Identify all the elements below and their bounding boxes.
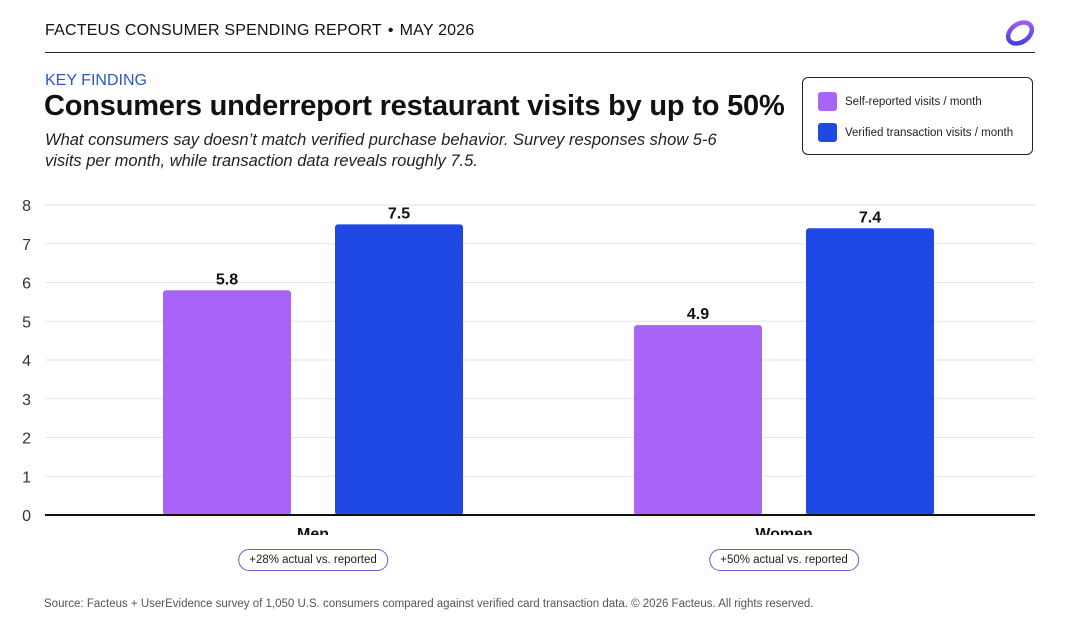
y-tick-label: 3 [22, 392, 31, 409]
y-tick-label: 7 [22, 237, 31, 254]
bar [806, 228, 934, 515]
y-tick-label: 2 [22, 431, 31, 448]
chart-subtitle: What consumers say doesn’t match verifie… [45, 131, 717, 170]
chart-title: Consumers underreport restaurant visits … [44, 90, 785, 122]
legend-swatch-verified [818, 123, 837, 142]
legend-label-self-reported: Self-reported visits / month [845, 95, 982, 108]
y-tick-label: 5 [22, 314, 31, 331]
data-label: 7.5 [388, 205, 410, 222]
legend-item-verified: Verified transaction visits / month [818, 123, 1013, 142]
y-tick-label: 8 [22, 198, 31, 215]
chart-legend: Self-reported visits / month Verified tr… [802, 77, 1033, 155]
source-note: Source: Facteus + UserEvidence survey of… [44, 598, 814, 610]
bar [163, 290, 291, 515]
legend-swatch-self-reported [818, 92, 837, 111]
separator-dot: • [387, 22, 394, 39]
bar [634, 325, 762, 515]
x-category-label: Women [755, 526, 812, 535]
legend-label-verified: Verified transaction visits / month [845, 126, 1014, 139]
report-name: FACTEUS CONSUMER SPENDING REPORT [45, 22, 382, 39]
data-label: 5.8 [216, 271, 238, 288]
key-finding-label: KEY FINDING [45, 72, 147, 89]
y-tick-label: 4 [22, 353, 31, 370]
men-difference-badge: +28% actual vs. reported [238, 549, 388, 571]
data-label: 4.9 [687, 306, 709, 323]
y-tick-label: 1 [22, 469, 31, 486]
header-divider [45, 52, 1035, 53]
legend-item-self-reported: Self-reported visits / month [818, 92, 982, 111]
x-category-label: Men [297, 526, 329, 535]
bar-chart: 0 1 2 3 4 5 6 7 8 5.8 7.5 Men 4.9 7.4 Women [22, 198, 1035, 535]
y-tick-label: 6 [22, 276, 31, 293]
report-date: MAY 2026 [399, 22, 475, 39]
data-label: 7.4 [859, 209, 881, 226]
report-header: FACTEUS CONSUMER SPENDING REPORT • MAY 202… [45, 22, 474, 40]
bar [335, 224, 463, 515]
facteus-logo-icon [1005, 20, 1035, 46]
y-tick-label: 0 [22, 508, 31, 525]
women-difference-badge: +50% actual vs. reported [709, 549, 859, 571]
